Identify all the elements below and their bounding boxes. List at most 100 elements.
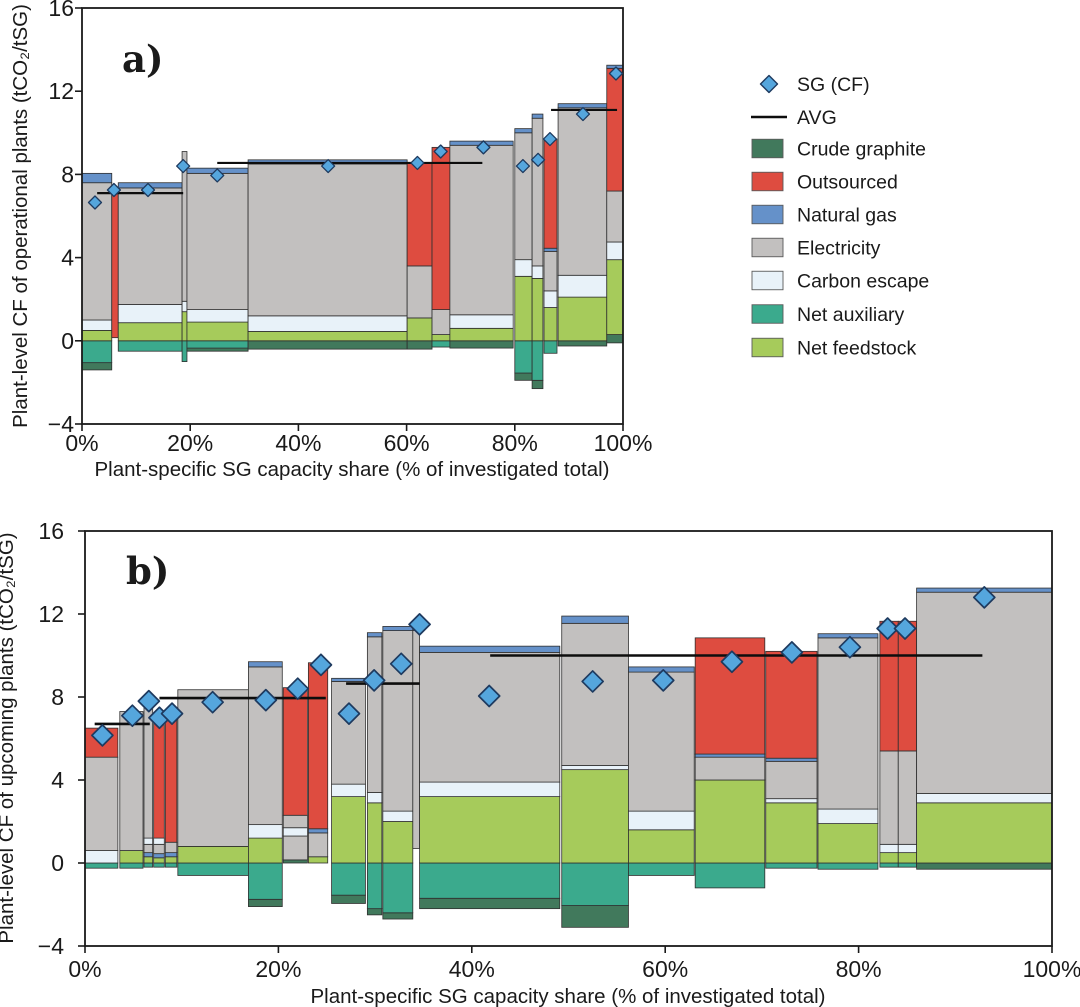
bar-segment-carbon_escape [449, 314, 514, 329]
legend-swatch-outsourced [751, 171, 784, 192]
bar-segment-natural_gas [817, 633, 879, 639]
bar-segment-net_auxiliary [419, 862, 561, 899]
sg-cf-marker [121, 704, 144, 728]
bar-segment-net_auxiliary [117, 340, 183, 352]
bar-segment-natural_gas [366, 632, 383, 638]
x-axis-title: Plant-specific SG capacity share (% of i… [94, 458, 609, 481]
y-axis-title: Plant-level CF of operational plants (tC… [9, 4, 32, 428]
bar-segment-natural_gas [143, 852, 154, 858]
bar-segment-electricity [531, 117, 544, 267]
bar-segment-outsourced [111, 192, 119, 339]
sg-cf-marker [893, 617, 917, 640]
bar-segment-carbon_escape [382, 810, 414, 822]
bar-segment-net_auxiliary [248, 862, 283, 900]
bar-segment-electricity [331, 681, 366, 785]
y-tick-label: 8 [61, 161, 74, 187]
legend-swatch-net_feedstock [751, 337, 784, 358]
x-tick-label: 100% [594, 430, 653, 456]
bar-segment-net_auxiliary [431, 340, 451, 348]
bar-segment-natural_gas [331, 677, 366, 682]
bar-segment-carbon_escape [543, 290, 558, 308]
sg-cf-marker [410, 155, 425, 171]
bar-segment-outsourced [164, 711, 178, 843]
bar-segment-net_feedstock [561, 769, 629, 864]
bar-segment-natural_gas [153, 853, 165, 859]
plot-frame [81, 7, 624, 425]
sg-cf-marker [140, 182, 156, 198]
y-axis-title: Plant-level CF of upcoming plants (tCO₂/… [0, 532, 18, 943]
bar-segment-crude_graphite [382, 912, 414, 920]
bar-segment-electricity [916, 591, 1053, 794]
sg-cf-marker [838, 635, 862, 659]
bar-segment-net_feedstock [897, 852, 918, 864]
bar-segment-carbon_escape [557, 274, 608, 298]
bar-segment-crude_graphite [186, 347, 249, 352]
bar-segment-net_feedstock [514, 275, 533, 342]
bar-segment-net_auxiliary [119, 862, 144, 869]
bar-segment-natural_gas [382, 626, 414, 632]
bar-segment-electricity [177, 689, 249, 847]
bar-segment-carbon_escape [186, 309, 249, 323]
sg-cf-marker [362, 669, 386, 692]
bar-segment-electricity [765, 760, 818, 800]
bar-segment-net_feedstock [247, 331, 408, 342]
bar-segment-carbon_escape [143, 837, 154, 845]
bar-segment-electricity [449, 144, 514, 316]
bar-segment-net_feedstock [765, 802, 818, 864]
bar-segment-net_auxiliary [543, 340, 558, 354]
bar-segment-net_feedstock [81, 329, 113, 342]
sg-cf-marker [337, 702, 361, 725]
sg-cf-marker [87, 195, 103, 210]
x-tick-label: 0% [65, 430, 98, 456]
bar-segment-crude_graphite [531, 379, 544, 390]
bar-segment-net_auxiliary [561, 862, 629, 906]
sg-cf-marker [254, 688, 278, 712]
sg-cf-marker [91, 724, 114, 747]
bar-segment-outsourced [765, 650, 818, 759]
y-tick-label: 12 [48, 78, 74, 104]
bar-segment-net_feedstock [406, 317, 433, 342]
bar-segment-outsourced [307, 662, 329, 830]
bar-segment-natural_gas [531, 113, 544, 119]
bar-segment-net_feedstock [366, 802, 383, 864]
bar-segment-net_auxiliary [186, 340, 249, 349]
bar-segment-natural_gas [514, 128, 533, 134]
bar-segment-net_feedstock [331, 796, 366, 864]
bar-segment-electricity [606, 190, 624, 243]
bar-segment-net_feedstock [143, 856, 154, 864]
sg-cf-marker [433, 144, 448, 159]
sg-cf-marker [137, 689, 161, 713]
bar-segment-crude_graphite [406, 340, 433, 350]
bar-segment-net_auxiliary [84, 862, 119, 869]
bar-segment-crude_graphite [247, 340, 408, 350]
sg-cf-marker [210, 168, 225, 183]
bar-segment-carbon_escape [117, 303, 183, 324]
sg-cf-marker [176, 158, 191, 174]
y-tick-label: −4 [38, 933, 64, 959]
y-tick-label: 12 [38, 601, 64, 627]
bar-segment-electricity [406, 265, 433, 319]
sg-cf-marker [542, 131, 558, 147]
sg-cf-marker [720, 650, 744, 674]
bar-segment-electricity [628, 671, 695, 812]
bar-segment-net_auxiliary [181, 340, 188, 362]
bar-segment-net_feedstock [543, 307, 558, 342]
x-tick-label: 20% [255, 956, 301, 982]
bar-segment-carbon_escape [765, 798, 818, 804]
bar-segment-net_auxiliary [143, 862, 154, 868]
sg-cf-marker [476, 140, 491, 155]
bar-segment-net_feedstock [119, 850, 144, 864]
sg-cf-marker [160, 702, 184, 725]
legend-swatch-electricity [751, 237, 784, 258]
bar-segment-electricity [247, 163, 408, 317]
bar-segment-electricity [412, 630, 420, 849]
legend-item-label: Net feedstock [797, 338, 916, 360]
sg-cf-marker [477, 684, 501, 708]
sg-cf-marker [321, 158, 336, 174]
bar-segment-net_feedstock [628, 829, 695, 864]
bar-segment-carbon_escape [879, 843, 899, 854]
bar-segment-net_auxiliary [694, 862, 766, 889]
x-tick-label: 80% [836, 956, 882, 982]
bar-segment-crude_graphite [81, 362, 113, 371]
bar-segment-electricity [431, 309, 451, 335]
